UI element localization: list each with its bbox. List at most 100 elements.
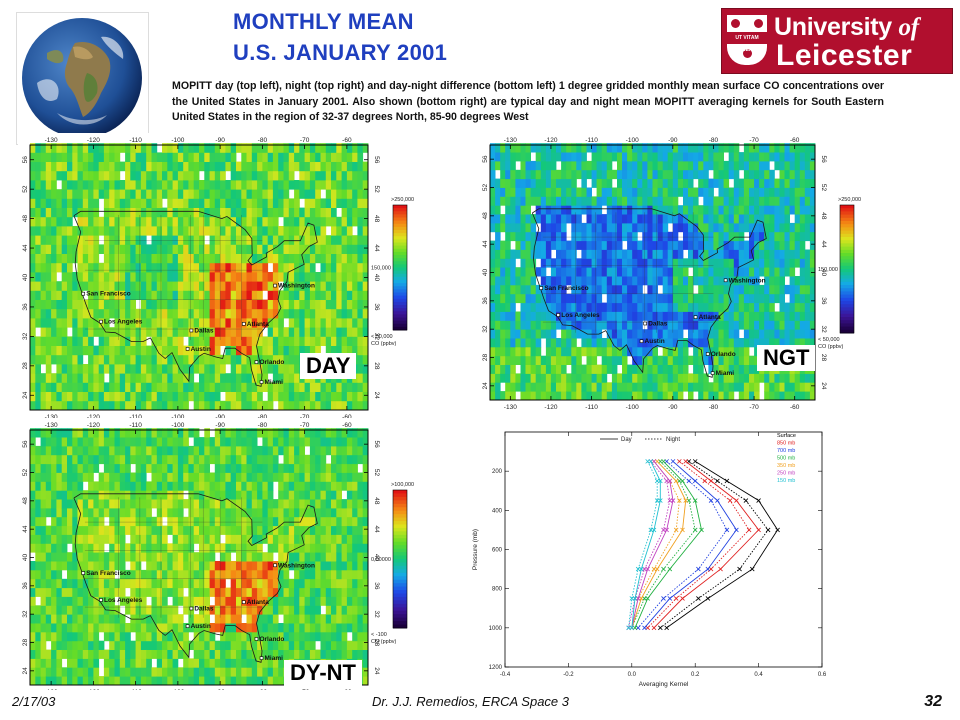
chart-frame — [504, 431, 823, 668]
map-diff-svg: -130 -130 -120 -120 -110 -110 -100 -100 -90 -90 -8… — [22, 422, 414, 690]
legend-day-label: Day — [621, 437, 632, 443]
svg-diff-scale-bottom: < -100 — [371, 632, 387, 638]
svg-day-lat-tick-left: 36 — [22, 303, 29, 311]
svg-diff-lon-tick-bottom: -120 — [87, 689, 100, 690]
series-surface-day-line-point — [756, 498, 761, 503]
series-surface-night-line-point — [715, 478, 720, 484]
svg-diff-city-label: San Francisco — [86, 570, 130, 577]
svg-diff-city-marker — [81, 571, 86, 575]
svg-diff-city-label: Dallas — [194, 606, 214, 613]
series-850-mb-night-line-point — [677, 459, 682, 464]
svg-day-lat-tick-left: 40 — [22, 274, 29, 282]
chart-y-tick-label: 800 — [492, 587, 503, 593]
svg-night-city-label: Atlanta — [699, 314, 721, 321]
svg-night-coastline — [531, 208, 767, 378]
svg-day-lat-tick-right: 52 — [373, 186, 380, 194]
series-150-mb-night-line-point — [626, 625, 631, 631]
chart-y-tick-label: 1200 — [489, 665, 503, 671]
series-500-mb-night-line-point — [661, 566, 666, 572]
svg-diff-lon-tick-bottom: -130 — [45, 689, 58, 690]
chart-x-tick-label: -0.4 — [500, 672, 511, 678]
svg-diff-lon-tick-bottom: -60 — [342, 689, 352, 690]
svg-diff-city-label: Atlanta — [247, 599, 269, 606]
svg-diff-lon-tick-top: -120 — [87, 422, 100, 429]
svg-night-lon-tick-bottom: -100 — [626, 404, 639, 410]
svg-diff-lat-tick-left: 40 — [22, 554, 29, 562]
svg-diff-city-label: Washington — [278, 562, 315, 569]
svg-diff-lat-tick-left: 32 — [22, 610, 29, 618]
svg-night-colorbar — [839, 204, 855, 334]
svg-day-lon-tick-top: -90 — [215, 137, 225, 144]
svg-diff-city-marker — [273, 563, 277, 568]
svg-night-lat-tick-left: 24 — [482, 382, 489, 390]
series-500-mb-night-line-point — [692, 527, 698, 533]
svg-night-lat-tick-right: 52 — [820, 184, 827, 192]
series-surface-day-line-point — [664, 625, 669, 631]
svg-night-scale-bottom: < 50,000 — [818, 337, 840, 343]
svg-day-scale-bottom: < 50,000 — [371, 334, 393, 340]
university-logo: UT VITAM HABEANT University of Leicester — [721, 8, 953, 74]
svg-day-city-label: Atlanta — [247, 321, 269, 328]
svg-night-lat-tick-left: 52 — [482, 184, 489, 192]
svg-day-lon-tick-top: -130 — [45, 137, 58, 144]
series-700-mb-day-line-point — [705, 566, 711, 572]
svg-diff-lat-tick-left: 44 — [22, 525, 29, 533]
svg-diff-lon-tick-top: -110 — [129, 422, 142, 429]
series-850-mb-day-line-point — [718, 566, 723, 572]
svg-day-city-marker — [241, 322, 246, 326]
series-surface-day-line-point — [692, 459, 698, 464]
logo-text-of: of — [898, 14, 920, 41]
svg-day-lat-tick-right: 40 — [373, 274, 380, 282]
svg-day-city-label: Austin — [191, 346, 211, 353]
series-700-mb-night-line-point — [696, 566, 701, 572]
series-850-mb-day-line-point — [756, 527, 761, 533]
chart-y-tick-label: 400 — [492, 508, 503, 514]
averaging-kernel-chart-svg: -0.4 -0.2 0.0 0.2 0.4 0.6 200 400 600 800 1000 1200… — [472, 431, 827, 688]
legend-level-label: Surface — [777, 433, 796, 439]
svg-day-city-label: Miami — [265, 379, 284, 386]
svg-night-state-lines — [542, 212, 714, 333]
map-diff: -130 -130 -120 -120 -110 -110 -100 -100 -90 -90 -8… — [18, 418, 453, 690]
label-diff: DY-NT — [284, 660, 362, 686]
series-250-mb-night-line-point — [661, 527, 666, 533]
svg-diff-lat-tick-right: 36 — [373, 582, 380, 590]
svg-day-field — [30, 143, 369, 411]
svg-night-lat-tick-left: 40 — [482, 269, 489, 277]
legend-level-label: 250 mb — [777, 471, 795, 477]
figure-caption: MOPITT day (top left), night (top right)… — [172, 80, 884, 124]
legend-night-label: Night — [666, 437, 680, 443]
title-line-1: MONTHLY MEAN — [233, 9, 414, 34]
svg-diff-city-label: Los Angeles — [104, 597, 143, 604]
svg-night-lon-tick-bottom: -120 — [544, 404, 557, 410]
svg-diff-lon-tick-top: -60 — [342, 422, 352, 429]
series-700-mb-day-line-point — [715, 498, 720, 503]
svg-night-city-marker — [693, 315, 698, 319]
svg-diff-lon-tick-top: -100 — [171, 422, 184, 429]
svg-diff-lat-tick-right: 44 — [373, 526, 380, 534]
series-150-mb-night-line-point — [648, 527, 654, 533]
svg-night-lon-tick-bottom: -70 — [749, 404, 759, 410]
series-850-mb-day-line-point — [734, 498, 739, 503]
map-day: -130 -130 -120 -120 -110 -110 -100 -100 -90 -90 -8… — [18, 133, 453, 418]
svg-day-lon-tick-bottom: -100 — [171, 414, 184, 418]
svg-day-lon-tick-bottom: -130 — [45, 414, 58, 418]
svg-diff-city-marker — [254, 637, 259, 641]
svg-diff-scale-top: >100,000 — [391, 482, 414, 488]
svg-diff-city-marker — [241, 600, 246, 604]
svg-diff-lat-tick-right: 28 — [373, 639, 380, 647]
svg-day-lat-tick-left: 56 — [22, 156, 29, 164]
svg-day-lon-tick-bottom: -110 — [129, 414, 142, 418]
svg-night-lat-tick-left: 36 — [482, 297, 489, 305]
svg-night-city-marker — [705, 352, 710, 356]
svg-diff-lon-tick-bottom: -100 — [171, 689, 184, 690]
series-500-mb-day-line-point — [699, 527, 704, 533]
svg-diff-lat-tick-right: 52 — [373, 469, 380, 477]
svg-day-lon-tick-bottom: -120 — [87, 414, 100, 418]
averaging-kernel-chart: -0.4 -0.2 0.0 0.2 0.4 0.6 200 400 600 800 1000 1200… — [455, 422, 845, 697]
svg-night-lon-tick-bottom: -90 — [668, 404, 678, 410]
svg-day-lat-tick-left: 48 — [22, 215, 29, 223]
svg-day-lon-tick-top: -110 — [129, 137, 142, 144]
series-700-mb-day-line-point — [670, 459, 676, 464]
legend-level-label: 150 mb — [777, 478, 795, 484]
svg-day-lon-tick-bottom: -60 — [342, 414, 352, 418]
